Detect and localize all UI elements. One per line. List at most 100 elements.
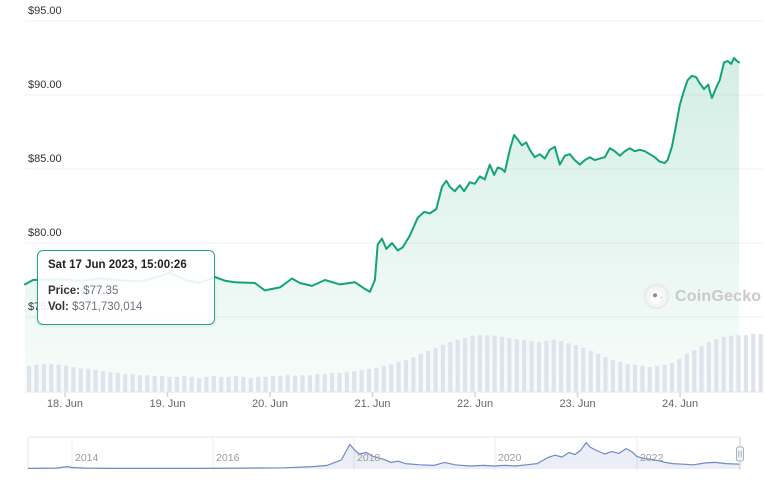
tooltip-volume-value: $371,730,014 <box>72 301 143 313</box>
volume-bar <box>241 376 246 392</box>
volume-bar <box>536 342 542 392</box>
y-axis-label: $85.00 <box>28 153 62 165</box>
volume-bar <box>566 343 571 392</box>
navigator-year-label: 2014 <box>75 452 99 464</box>
volume-bar <box>344 372 349 392</box>
volume-bar <box>485 335 490 392</box>
volume-bar <box>307 375 312 392</box>
volume-bar <box>330 372 335 392</box>
volume-bar <box>300 375 305 392</box>
volume-bar <box>167 376 172 392</box>
volume-bar <box>352 371 357 392</box>
tooltip-price-value: $77.35 <box>83 285 119 297</box>
volume-bar <box>396 361 401 392</box>
volume-bar <box>699 346 704 392</box>
volume-bar <box>677 358 682 392</box>
navigator-year-label: 2018 <box>357 452 381 464</box>
volume-bar <box>204 376 209 392</box>
x-axis-label: 23. Jun <box>559 398 596 410</box>
x-axis-label: 20. Jun <box>251 398 289 410</box>
volume-bar <box>706 342 711 392</box>
volume-bar <box>610 360 615 392</box>
navigator-year-label: 2020 <box>498 452 522 464</box>
volume-bar <box>729 335 734 392</box>
volume-bar <box>751 334 756 392</box>
volume-bar <box>655 365 660 392</box>
volume-bar <box>618 361 623 392</box>
navigator-year-label: 2016 <box>216 452 240 464</box>
volume-bar <box>130 374 135 392</box>
volume-bar <box>544 341 549 392</box>
volume-bar <box>226 376 231 392</box>
tooltip-price-label: Price: <box>48 285 80 297</box>
volume-bar <box>123 374 128 392</box>
volume-bar <box>197 378 202 392</box>
x-axis-label: 22. Jun <box>456 398 494 410</box>
volume-bar <box>758 334 763 392</box>
volume-bar <box>233 375 239 392</box>
volume-bar <box>433 347 438 392</box>
volume-bar <box>588 350 593 392</box>
y-axis-label: $90.00 <box>28 79 62 91</box>
volume-bar <box>596 353 601 392</box>
volume-bar <box>507 338 512 392</box>
volume-bar <box>211 375 216 392</box>
coingecko-gecko-icon <box>643 283 670 310</box>
volume-bar <box>248 378 253 392</box>
volume-bar <box>389 364 394 392</box>
volume-bar <box>137 375 142 392</box>
volume-bar <box>455 339 460 392</box>
volume-bar <box>322 374 327 392</box>
volume-bar <box>27 365 32 392</box>
volume-bar <box>477 335 482 392</box>
volume-bar <box>115 372 120 392</box>
x-axis-label: 21. Jun <box>354 398 391 410</box>
volume-bar <box>581 347 586 392</box>
volume-bar <box>692 350 697 392</box>
volume-bar <box>219 376 224 392</box>
volume-bar <box>189 376 194 392</box>
volume-bar <box>625 364 630 392</box>
navigator-area-fill[interactable] <box>28 442 740 469</box>
volume-bar <box>315 374 320 392</box>
volume-bar <box>559 341 564 392</box>
tooltip-timestamp: Sat 17 Jun 2023, 15:00:26 <box>48 259 187 271</box>
volume-bar <box>182 375 187 392</box>
volume-bar <box>736 335 741 392</box>
price-line-series[interactable] <box>24 57 740 293</box>
volume-bar <box>41 364 46 392</box>
volume-bar <box>743 335 748 392</box>
volume-bar <box>359 370 364 392</box>
volume-bar <box>463 338 468 392</box>
navigator-line-series[interactable] <box>27 442 741 469</box>
volume-bar <box>514 339 519 392</box>
x-axis-label: 19. Jun <box>149 398 186 410</box>
volume-bar <box>256 376 261 392</box>
volume-bar <box>492 335 497 392</box>
volume-bar <box>669 363 675 392</box>
coingecko-watermark: CoinGecko <box>643 283 761 310</box>
volume-bar <box>662 364 667 392</box>
volume-bar <box>573 345 578 392</box>
volume-bar <box>440 345 445 392</box>
volume-bar <box>499 336 505 392</box>
tooltip-volume-row: Vol: $371,730,014 <box>48 299 204 315</box>
x-axis-label: 18. Jun <box>46 398 84 410</box>
volume-bar <box>470 335 475 392</box>
volume-bar <box>426 350 431 392</box>
navigator-handle[interactable] <box>736 446 744 462</box>
volume-bar <box>263 376 268 392</box>
tooltip-volume-label: Vol: <box>48 301 69 313</box>
volume-bar <box>71 367 76 392</box>
y-axis-label: $80.00 <box>28 227 62 239</box>
volume-bar <box>714 339 719 392</box>
volume-bar <box>293 375 298 392</box>
volume-bar <box>49 364 54 392</box>
coingecko-watermark-text: CoinGecko <box>675 287 762 305</box>
volume-bar <box>721 336 726 392</box>
volume-bar <box>78 368 83 392</box>
volume-bar <box>403 360 409 392</box>
volume-bar <box>448 342 453 392</box>
volume-bar <box>366 368 372 392</box>
volume-bar <box>285 375 290 392</box>
